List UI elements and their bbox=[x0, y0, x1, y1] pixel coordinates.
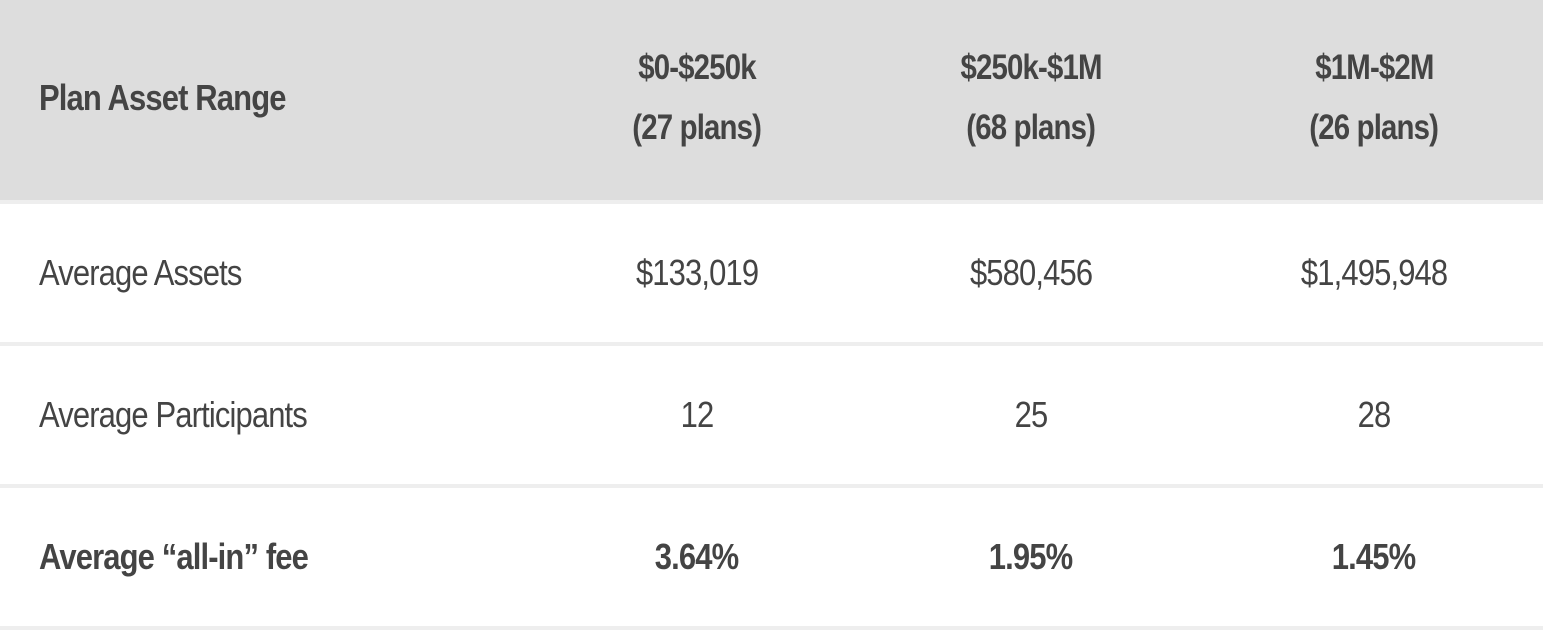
header-label: Plan Asset Range bbox=[39, 77, 286, 118]
row-label: Average “all-in” fee bbox=[39, 536, 309, 577]
table-header-row: Plan Asset Range $0-$250k (27 plans) $25… bbox=[0, 0, 1543, 204]
column-plan-count: (26 plans) bbox=[1309, 108, 1440, 147]
cell-value: 1.45% bbox=[1332, 536, 1416, 577]
table-cell: 12 bbox=[547, 346, 847, 484]
cell-value: $133,019 bbox=[635, 252, 759, 293]
column-range: $1M-$2M bbox=[1314, 48, 1434, 87]
column-plan-count: (68 plans) bbox=[966, 108, 1097, 147]
column-range: $0-$250k bbox=[638, 48, 756, 87]
cell-value: $580,456 bbox=[969, 252, 1093, 293]
header-column-1: $250k-$1M (68 plans) bbox=[881, 0, 1181, 200]
row-label-cell: Average Assets bbox=[39, 204, 539, 342]
cell-value: 25 bbox=[1014, 394, 1049, 435]
table-cell: 25 bbox=[881, 346, 1181, 484]
row-label-cell: Average Participants bbox=[39, 346, 539, 484]
table-cell: 3.64% bbox=[547, 488, 847, 626]
table-cell: 1.45% bbox=[1224, 488, 1524, 626]
cell-value: 28 bbox=[1357, 394, 1392, 435]
row-label: Average Assets bbox=[39, 252, 242, 293]
table-cell: $1,495,948 bbox=[1224, 204, 1524, 342]
cell-value: 3.64% bbox=[655, 536, 739, 577]
table-row-average-assets: Average Assets $133,019 $580,456 $1,495,… bbox=[0, 204, 1543, 346]
table-cell: 28 bbox=[1224, 346, 1524, 484]
table-row-average-participants: Average Participants 12 25 28 bbox=[0, 346, 1543, 488]
header-column-2: $1M-$2M (26 plans) bbox=[1224, 0, 1524, 200]
table-cell: 1.95% bbox=[881, 488, 1181, 626]
row-label: Average Participants bbox=[39, 394, 308, 435]
table-cell: $580,456 bbox=[881, 204, 1181, 342]
cell-value: 1.95% bbox=[989, 536, 1073, 577]
table-cell: $133,019 bbox=[547, 204, 847, 342]
cell-value: 12 bbox=[680, 394, 715, 435]
column-plan-count: (27 plans) bbox=[632, 108, 763, 147]
cell-value: $1,495,948 bbox=[1300, 252, 1448, 293]
table-row-average-all-in-fee: Average “all-in” fee 3.64% 1.95% 1.45% bbox=[0, 488, 1543, 630]
header-column-0: $0-$250k (27 plans) bbox=[547, 0, 847, 200]
row-label-cell: Average “all-in” fee bbox=[39, 488, 539, 626]
column-range: $250k-$1M bbox=[960, 48, 1102, 87]
header-label-cell: Plan Asset Range bbox=[39, 0, 539, 200]
